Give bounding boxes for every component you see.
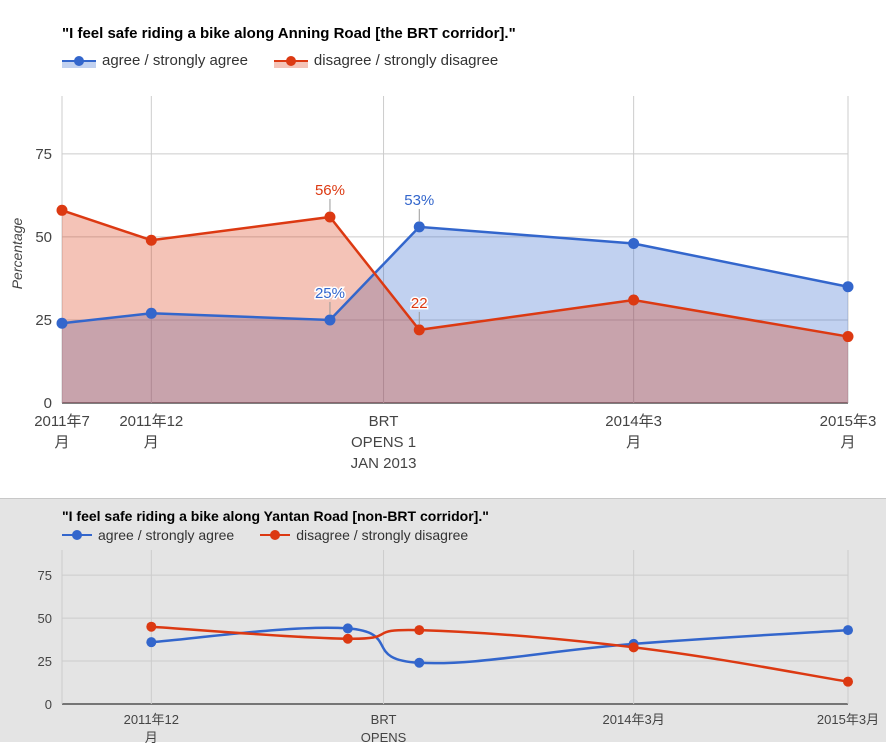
legend-swatch-agree-icon: [62, 530, 92, 540]
legend-label-agree: agree / strongly agree: [98, 527, 235, 543]
x-tick-line: 2011年12: [124, 712, 179, 727]
data-point: [842, 281, 854, 293]
x-tick-line: 2011年12: [119, 413, 183, 430]
x-tick-label: 2011年12 月: [119, 413, 183, 451]
legend[interactable]: agree / strongly agree disagree / strong…: [62, 527, 494, 543]
x-tick-line: OPENS 1: [351, 434, 416, 451]
gridlines: [61, 550, 849, 705]
x-tick-line: 2015年3月: [817, 712, 879, 727]
x-tick-line: JAN 2013: [351, 455, 417, 472]
legend-item-agree[interactable]: agree / strongly agree: [62, 527, 234, 543]
x-tick-line: 月: [144, 434, 159, 451]
x-tick-line: 2014年3: [605, 413, 662, 430]
x-tick-line: BRT: [369, 413, 399, 430]
data-point: [843, 676, 853, 687]
gridlines: [61, 96, 849, 404]
y-axis-label: Percentage: [9, 217, 25, 289]
data-point: [342, 623, 353, 634]
legend[interactable]: agree / strongly agree disagree / strong…: [62, 52, 524, 69]
line-series-1: [151, 625, 849, 683]
data-point: [413, 221, 425, 233]
data-label: 53%: [404, 192, 434, 209]
x-tick-line: BRT: [371, 712, 397, 727]
data-point: [843, 625, 853, 636]
y-tick-label: 25: [38, 654, 52, 669]
legend-item-disagree[interactable]: disagree / strongly disagree: [273, 52, 499, 69]
x-tick-label: BRT OPENS: [361, 712, 407, 743]
legend-label-agree: agree / strongly agree: [102, 52, 248, 69]
x-tick-line: 月: [840, 434, 855, 451]
data-point: [842, 331, 854, 343]
data-point: [56, 204, 68, 216]
chart-panel-anning: "I feel safe riding a bike along Anning …: [9, 25, 877, 472]
legend-item-agree[interactable]: agree / strongly agree: [62, 52, 248, 69]
legend-label-disagree: disagree / strongly disagree: [296, 527, 469, 543]
chart-title: "I feel safe riding a bike along Yantan …: [62, 508, 489, 524]
data-point: [628, 294, 640, 306]
legend-swatch-disagree-icon: [260, 530, 291, 540]
data-point: [56, 317, 68, 329]
x-tick-label: 2015年3 月: [820, 413, 877, 451]
data-point: [414, 657, 425, 668]
x-tick-label: BRT OPENS 1 JAN 2013: [351, 413, 417, 472]
y-tick-label: 0: [44, 395, 52, 412]
area-series-0: [62, 226, 848, 403]
y-tick-label: 50: [38, 611, 52, 626]
data-label: 22: [411, 295, 428, 312]
data-point: [324, 314, 336, 326]
data-point: [413, 324, 425, 336]
data-point: [145, 307, 157, 319]
legend-item-disagree[interactable]: disagree / strongly disagree: [260, 527, 468, 543]
y-tick-label: 75: [35, 146, 52, 163]
legend-swatch-disagree-icon: [273, 55, 308, 68]
yantan-chart: 0 25 50 75 2011年12 月 BRT OPENS 2014年3月 2015年3月: [38, 550, 879, 743]
data-point: [145, 234, 157, 246]
data-point: [414, 625, 425, 636]
x-tick-label: 2011年12 月: [124, 712, 179, 743]
data-point: [342, 633, 353, 644]
y-tick-label: 25: [35, 312, 52, 329]
data-point: [146, 621, 157, 632]
data-label: 56%: [315, 182, 345, 199]
y-tick-label: 0: [45, 697, 52, 712]
data-point: [628, 238, 640, 250]
x-tick-label: 2015年3月: [817, 712, 879, 727]
chart-title: "I feel safe riding a bike along Anning …: [62, 25, 516, 42]
x-tick-line: 月: [626, 434, 641, 451]
x-tick-label: 2014年3月: [603, 712, 665, 727]
anning-chart: 0 25 50 75 2011年7 月 2011年12 月 BRT OPENS 1 JAN 2013…: [9, 96, 877, 472]
x-tick-line: 2011年7: [34, 413, 90, 430]
data-point: [146, 637, 157, 648]
line-series-1: [61, 209, 849, 338]
x-tick-line: OPENS: [361, 730, 407, 743]
x-tick-line: 月: [145, 730, 158, 743]
x-tick-line: 2014年3月: [603, 712, 665, 727]
x-tick-line: 月: [54, 434, 69, 451]
y-tick-label: 50: [35, 229, 52, 246]
y-tick-label: 75: [38, 568, 52, 583]
x-tick-label: 2014年3 月: [605, 413, 662, 451]
legend-label-disagree: disagree / strongly disagree: [313, 52, 499, 69]
x-tick-label: 2011年7 月: [34, 413, 90, 451]
chart-panel-yantan: "I feel safe riding a bike along Yantan …: [0, 498, 886, 743]
x-tick-line: 2015年3: [820, 413, 877, 430]
area-series-1: [62, 210, 848, 403]
legend-swatch-agree-icon: [62, 55, 96, 68]
data-point: [628, 642, 639, 653]
data-label: 25%: [315, 285, 345, 302]
data-point: [324, 211, 336, 223]
